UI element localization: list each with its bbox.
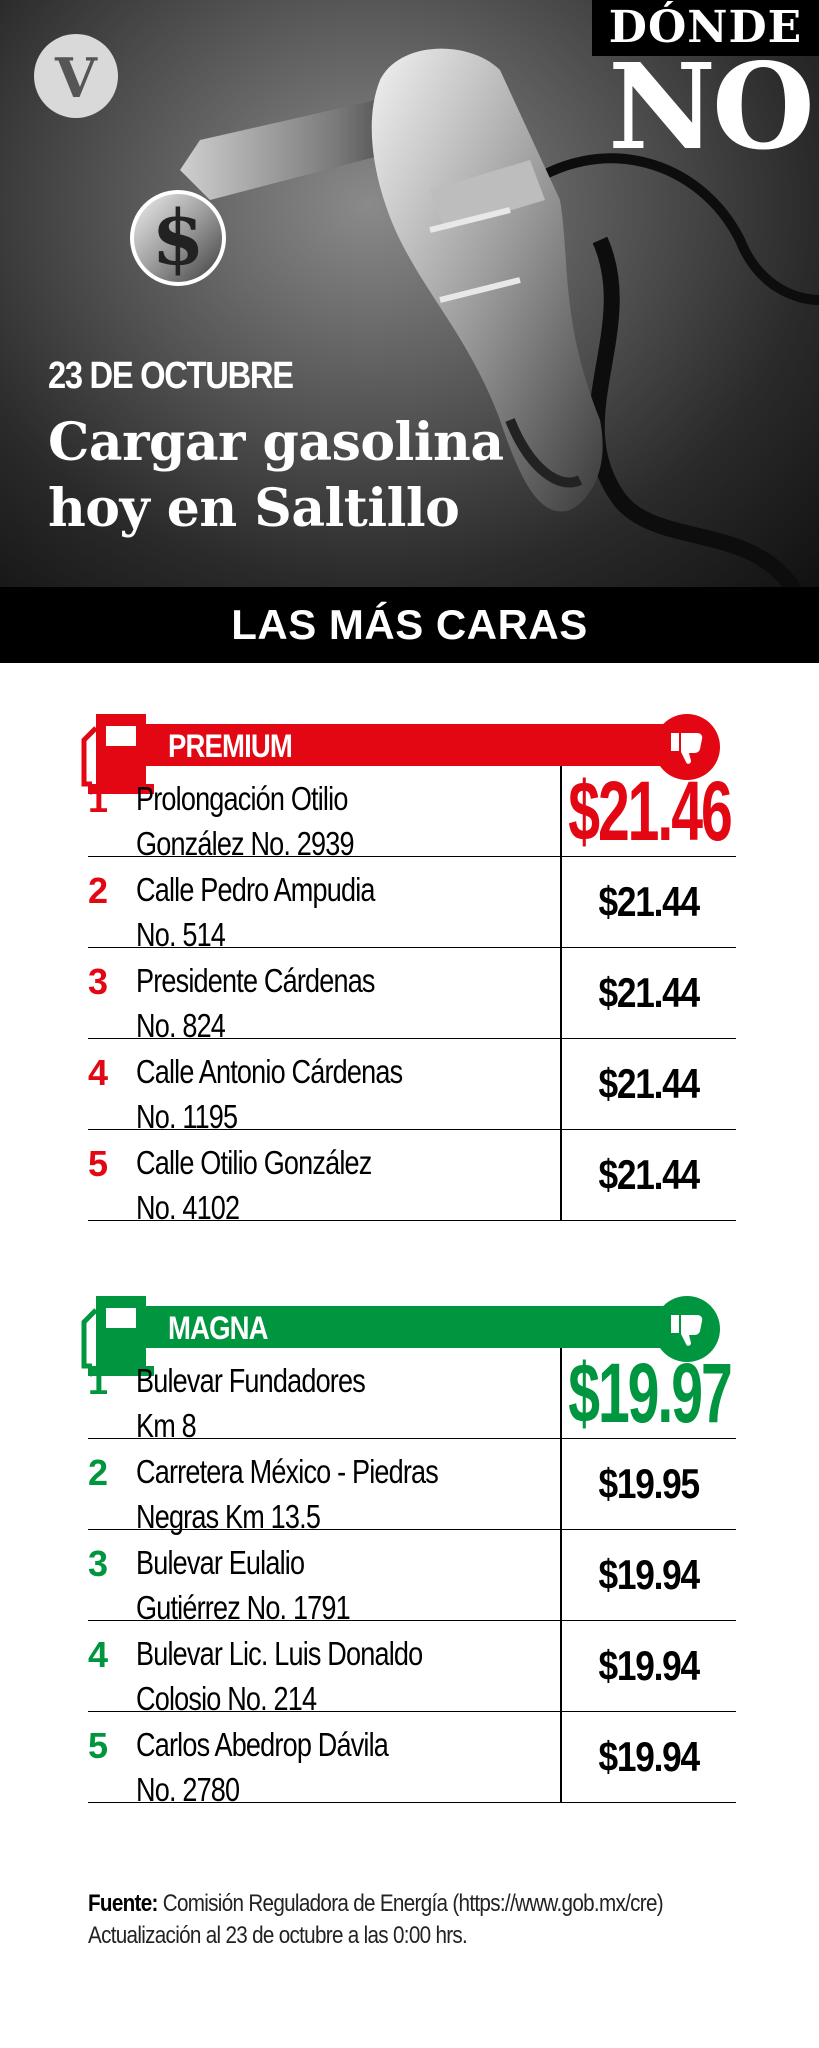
table-row: 3 Presidente Cárdenas No. 824 $21.44 bbox=[88, 948, 736, 1044]
address-line2: No. 824 bbox=[136, 1007, 226, 1044]
address: Prolongación Otilio González No. 2939 bbox=[136, 776, 489, 866]
section-banner: LAS MÁS CARAS bbox=[0, 587, 819, 663]
address: Bulevar Lic. Luis Donaldo Colosio No. 214 bbox=[136, 1631, 489, 1721]
footer: Fuente: Comisión Reguladora de Energía (… bbox=[88, 1888, 690, 1952]
hero: $ V DÓNDE NO 23 DE OCTUBRE Cargar gasoli… bbox=[0, 0, 819, 587]
address-line2: Colosio No. 214 bbox=[136, 1680, 317, 1717]
address-line2: No. 514 bbox=[136, 916, 226, 953]
column-divider bbox=[560, 1348, 562, 1803]
table-row: 1 Bulevar Fundadores Km 8 $19.97 bbox=[88, 1345, 736, 1444]
tag-big: NO bbox=[608, 37, 815, 176]
rank: 4 bbox=[88, 1052, 109, 1093]
address-line2: No. 1195 bbox=[136, 1098, 238, 1135]
address: Bulevar Eulalio Gutiérrez No. 1791 bbox=[136, 1540, 489, 1630]
price: $19.94 bbox=[598, 1551, 701, 1598]
price: $19.95 bbox=[598, 1460, 701, 1507]
svg-text:$: $ bbox=[152, 193, 205, 282]
rank: 1 bbox=[88, 1361, 109, 1402]
tag-top: DÓNDE bbox=[608, 2, 803, 53]
rank: 5 bbox=[88, 1143, 109, 1184]
magna-section: MAGNA 1 Bulevar Fundadores Km 8 $19.97 2 … bbox=[0, 1296, 819, 1808]
address-line1: Prolongación Otilio bbox=[136, 780, 348, 817]
price: $21.44 bbox=[598, 1060, 701, 1107]
thumbs-down-icon bbox=[654, 1296, 720, 1362]
address-line1: Calle Antonio Cárdenas bbox=[136, 1053, 403, 1090]
address-line1: Bulevar Lic. Luis Donaldo bbox=[136, 1635, 423, 1672]
table-row: 2 Calle Pedro Ampudia No. 514 $21.44 bbox=[88, 857, 736, 953]
column-divider bbox=[560, 766, 562, 1221]
rank: 1 bbox=[88, 779, 109, 820]
thumbs-down-icon bbox=[654, 714, 720, 780]
address-line1: Carretera México - Piedras bbox=[136, 1453, 439, 1490]
source-text: Comisión Reguladora de Energía (https://… bbox=[157, 1890, 664, 1917]
magna-title: MAGNA bbox=[168, 1310, 269, 1346]
price: $19.94 bbox=[598, 1733, 701, 1780]
source-label: Fuente: bbox=[88, 1890, 158, 1917]
table-row: 2 Carretera México - Piedras Negras Km 13… bbox=[88, 1439, 736, 1535]
address-line1: Carlos Abedrop Dávila bbox=[136, 1726, 389, 1763]
magna-table: 1 Bulevar Fundadores Km 8 $19.97 2 Carret… bbox=[88, 1345, 736, 1808]
logo-v-icon: V bbox=[34, 34, 118, 118]
address-line1: Presidente Cárdenas bbox=[136, 962, 375, 999]
premium-header: PREMIUM bbox=[0, 714, 819, 794]
banner-text: LAS MÁS CARAS bbox=[231, 601, 588, 648]
address-line1: Bulevar Fundadores bbox=[136, 1362, 366, 1399]
table-row: 3 Bulevar Eulalio Gutiérrez No. 1791 $19.… bbox=[88, 1530, 736, 1626]
address-line2: González No. 2939 bbox=[136, 825, 355, 862]
magna-bar bbox=[108, 1306, 668, 1348]
premium-title: PREMIUM bbox=[168, 728, 293, 764]
magna-header: MAGNA bbox=[0, 1296, 819, 1376]
address: Presidente Cárdenas No. 824 bbox=[136, 958, 489, 1048]
address: Carlos Abedrop Dávila No. 2780 bbox=[136, 1722, 489, 1812]
rank: 2 bbox=[88, 1452, 109, 1493]
price: $21.46 bbox=[567, 763, 733, 858]
address: Calle Otilio González No. 4102 bbox=[136, 1140, 489, 1230]
premium-table: 1 Prolongación Otilio González No. 2939 $… bbox=[88, 763, 736, 1226]
price: $19.94 bbox=[598, 1642, 701, 1689]
address-line2: Negras Km 13.5 bbox=[136, 1498, 321, 1535]
address-line1: Calle Pedro Ampudia bbox=[136, 871, 375, 908]
premium-bar bbox=[108, 724, 668, 766]
price: $21.44 bbox=[598, 969, 701, 1016]
address: Carretera México - Piedras Negras Km 13.5 bbox=[136, 1449, 489, 1539]
address-line2: No. 4102 bbox=[136, 1189, 240, 1226]
table-row: 1 Prolongación Otilio González No. 2939 $… bbox=[88, 763, 736, 862]
table-row: 4 Bulevar Lic. Luis Donaldo Colosio No. 2… bbox=[88, 1621, 736, 1717]
source-line: Fuente: Comisión Reguladora de Energía (… bbox=[88, 1888, 690, 1920]
address: Bulevar Fundadores Km 8 bbox=[136, 1358, 489, 1448]
fuel-nozzle-dollar-icon: $ bbox=[130, 48, 819, 587]
headline-line1: Cargar gasolina bbox=[48, 412, 504, 473]
rank: 3 bbox=[88, 961, 109, 1002]
address-line2: Km 8 bbox=[136, 1407, 197, 1444]
price: $21.44 bbox=[598, 1151, 701, 1198]
rank: 4 bbox=[88, 1634, 109, 1675]
price: $19.97 bbox=[567, 1345, 733, 1440]
date-label: 23 DE OCTUBRE bbox=[48, 355, 294, 397]
address-line2: No. 2780 bbox=[136, 1771, 240, 1808]
address: Calle Antonio Cárdenas No. 1195 bbox=[136, 1049, 489, 1139]
address-line2: Gutiérrez No. 1791 bbox=[136, 1589, 351, 1626]
address: Calle Pedro Ampudia No. 514 bbox=[136, 867, 489, 957]
table-row: 5 Carlos Abedrop Dávila No. 2780 $19.94 bbox=[88, 1712, 736, 1808]
price: $21.44 bbox=[598, 878, 701, 925]
fuel-pump-icon bbox=[81, 714, 154, 794]
rank: 2 bbox=[88, 870, 109, 911]
premium-section: PREMIUM 1 Prolongación Otilio González No… bbox=[0, 714, 819, 1226]
update-line: Actualización al 23 de octubre a las 0:0… bbox=[88, 1922, 468, 1949]
rank: 3 bbox=[88, 1543, 109, 1584]
address-line1: Bulevar Eulalio bbox=[136, 1544, 305, 1581]
address-line1: Calle Otilio González bbox=[136, 1144, 372, 1181]
headline: Cargar gasolina hoy en Saltillo bbox=[48, 410, 504, 542]
fuel-pump-icon bbox=[81, 1296, 154, 1376]
table-row: 5 Calle Otilio González No. 4102 $21.44 bbox=[88, 1130, 736, 1226]
headline-line2: hoy en Saltillo bbox=[48, 478, 460, 539]
rank: 5 bbox=[88, 1725, 109, 1766]
table-row: 4 Calle Antonio Cárdenas No. 1195 $21.44 bbox=[88, 1039, 736, 1135]
tag-donde-box: DÓNDE bbox=[592, 0, 819, 56]
